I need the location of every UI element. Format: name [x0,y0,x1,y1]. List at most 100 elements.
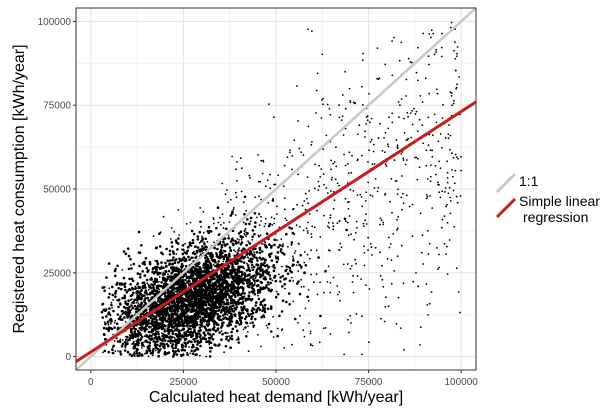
data-point [261,271,265,275]
data-point [189,275,193,279]
data-point [325,134,328,137]
data-point [222,300,225,304]
data-point [182,312,185,315]
data-point [371,163,374,166]
data-point [271,224,274,226]
data-point [252,249,255,251]
data-point [268,243,270,246]
data-point [308,257,311,260]
data-point [160,348,162,350]
data-point [224,308,227,311]
data-point [204,256,207,260]
data-point [319,236,322,238]
data-point [217,313,220,315]
data-point [385,296,387,299]
data-point [243,212,246,216]
data-point [219,305,222,308]
data-point [177,270,179,273]
data-point [438,160,441,163]
data-point [272,264,276,267]
data-point [460,169,462,172]
data-point [198,315,202,319]
data-point [142,344,145,346]
data-point [100,310,104,314]
data-point [200,290,204,294]
data-point [281,299,285,303]
data-point [217,297,220,301]
data-point [269,173,271,176]
data-point [234,325,237,328]
data-point [291,155,294,157]
data-point [225,335,229,339]
data-point [219,296,223,300]
data-point [322,327,325,330]
data-point [230,307,234,311]
data-point [227,339,230,342]
data-point [416,130,419,133]
data-point [111,293,115,297]
data-point [220,288,224,291]
data-point [305,227,308,230]
data-point [271,199,275,202]
data-point [452,189,455,192]
data-point [431,149,434,152]
data-point [308,213,311,215]
data-point [171,343,175,346]
data-point [140,335,144,339]
data-point [171,315,174,319]
data-point [216,247,219,251]
data-point [185,257,188,260]
data-point [160,332,163,334]
data-point [139,273,142,276]
data-point [171,329,173,332]
data-point [222,227,225,230]
data-point [248,273,251,276]
data-point [164,319,168,323]
data-point [415,156,418,159]
data-point [202,331,206,335]
data-point [356,159,359,162]
data-point [199,295,203,298]
data-point [428,242,431,245]
data-point [198,293,201,296]
data-point [145,309,148,311]
data-point [141,294,144,297]
data-point [309,343,312,345]
data-point [248,241,251,244]
data-point [181,322,184,325]
data-point [217,284,220,288]
data-point [322,148,325,151]
data-point [293,233,296,236]
data-point [320,117,323,119]
data-point [420,251,423,254]
data-point [425,164,428,167]
data-point [201,235,203,238]
data-point [106,320,110,324]
data-point [177,341,180,345]
data-point [311,344,314,347]
data-point [151,354,154,357]
data-point [298,263,301,267]
data-point [234,295,237,299]
data-point [158,315,161,318]
data-point [196,264,200,268]
data-point [349,101,352,104]
data-point [190,273,193,275]
data-point [401,175,403,177]
data-point [377,186,380,189]
data-point [223,237,227,240]
data-point [148,341,152,345]
data-point [133,330,136,333]
data-point [455,195,458,198]
data-point [381,264,383,267]
data-point [432,134,434,137]
data-point [402,282,405,285]
data-point [348,215,351,217]
data-point [218,242,222,245]
data-point [229,249,232,252]
data-point [441,218,444,221]
data-point [231,287,234,291]
data-point [175,253,178,255]
data-point [192,325,195,327]
data-point [239,256,243,260]
